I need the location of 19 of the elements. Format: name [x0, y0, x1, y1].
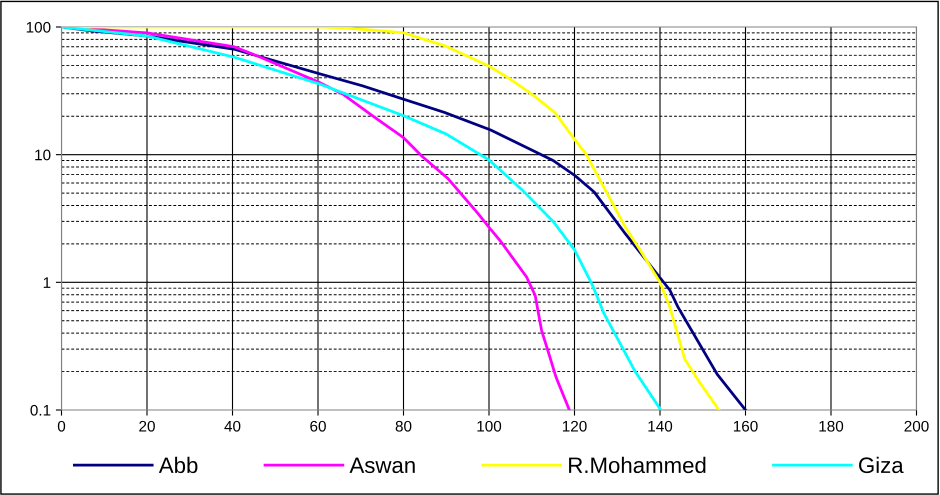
- x-tick-label: 160: [734, 420, 758, 432]
- x-tick-label: 200: [904, 420, 929, 432]
- y-tick-label: 1: [44, 277, 50, 288]
- y-tick-label: 10: [35, 150, 50, 160]
- y-tick-label: 0.1: [30, 404, 50, 416]
- x-tick-label: 180: [819, 420, 844, 432]
- x-tick-label: 0: [58, 420, 66, 432]
- legend-label: Aswan: [350, 458, 415, 474]
- x-tick-label: 60: [310, 420, 326, 432]
- x-tick-label: 20: [139, 420, 155, 432]
- legend-label: R.Mohammed: [569, 456, 706, 474]
- y-tick-label: 100: [26, 22, 50, 33]
- x-tick-label: 140: [648, 420, 672, 432]
- x-tick-label: 100: [477, 420, 502, 432]
- legend-label: Giza: [859, 456, 904, 474]
- x-tick-label: 120: [562, 420, 587, 432]
- x-tick-label: 80: [396, 420, 412, 432]
- x-tick-label: 40: [224, 420, 240, 432]
- legend-label: Abb: [158, 456, 198, 474]
